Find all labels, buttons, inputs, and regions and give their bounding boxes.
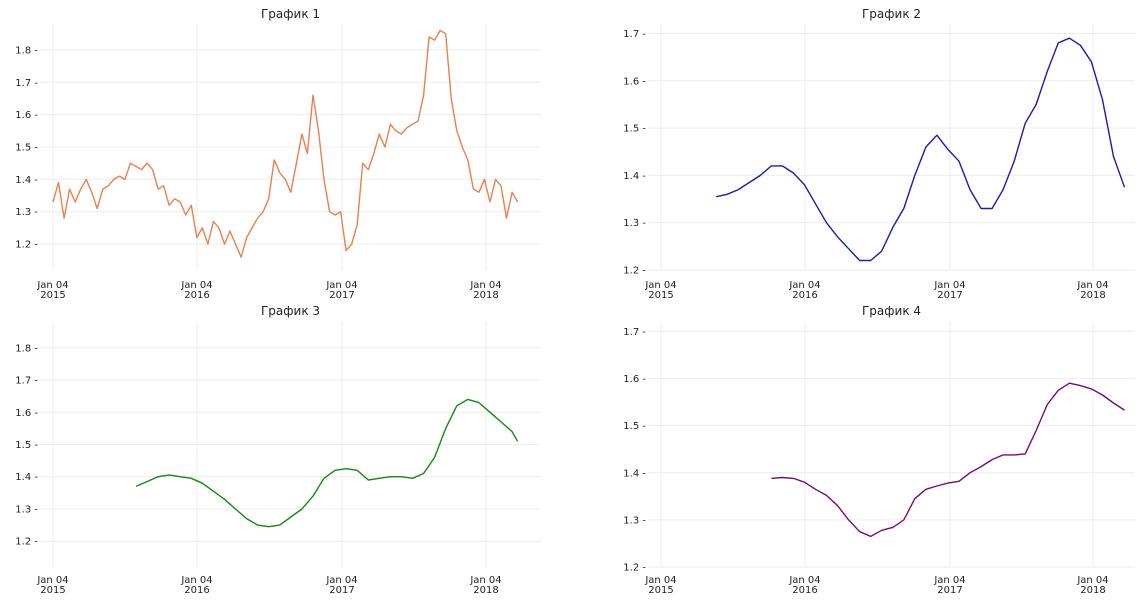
x-tick-label: 2016 <box>184 290 209 301</box>
series-line <box>716 37 1126 262</box>
x-tick-label: Jan 04 <box>1076 280 1108 291</box>
chart-panel-4: График 4 1.2 - 1.3 - 1.4 - 1.5 - 1.6 - 1.7 - Ja… <box>623 304 1135 596</box>
series-line <box>771 382 1125 538</box>
y-tick-label: 1.4 - <box>15 175 38 186</box>
y-tick-label: 1.6 - <box>623 76 646 87</box>
x-tick-label: 2017 <box>937 290 962 301</box>
x-tick-label: 2018 <box>473 585 498 596</box>
chart-panel-1: График 1 1.2 - 1.3 - 1.4 - 1.5 - 1.6 - 1.7 - 1.… <box>15 7 541 301</box>
y-tick-label: 1.5 - <box>15 143 38 154</box>
x-tick-label: Jan 04 <box>788 575 820 586</box>
y-tick-label: 1.7 - <box>623 327 646 338</box>
y-tick-label: 1.6 - <box>623 374 646 385</box>
chart-title: График 1 <box>261 7 320 21</box>
chart-panel-3: График 3 1.2 - 1.3 - 1.4 - 1.5 - 1.6 - 1.7 - 1.… <box>15 304 541 596</box>
y-tick-label: 1.2 - <box>15 537 38 548</box>
x-tick-label: 2017 <box>329 585 354 596</box>
y-tick-label: 1.5 - <box>15 440 38 451</box>
x-tick-label: Jan 04 <box>933 280 965 291</box>
chart-panel-2: График 2 1.2 - 1.3 - 1.4 - 1.5 - 1.6 - 1.7 - Ja… <box>623 7 1135 301</box>
y-tick-label: 1.5 - <box>623 124 646 135</box>
y-tick-label: 1.3 - <box>623 218 646 229</box>
x-tick-label: 2016 <box>792 585 817 596</box>
x-tick-label: 2016 <box>792 290 817 301</box>
y-tick-label: 1.8 - <box>15 343 38 354</box>
y-tick-label: 1.3 - <box>15 504 38 515</box>
series-line <box>135 398 519 528</box>
y-tick-label: 1.8 - <box>15 45 38 56</box>
x-tick-label: 2015 <box>40 585 65 596</box>
y-tick-label: 1.2 - <box>623 563 646 574</box>
y-tick-label: 1.3 - <box>623 515 646 526</box>
x-tick-label: Jan 04 <box>1076 575 1108 586</box>
x-tick-label: 2015 <box>40 290 65 301</box>
x-tick-label: Jan 04 <box>36 280 68 291</box>
x-tick-label: Jan 04 <box>933 575 965 586</box>
x-tick-label: 2018 <box>1080 585 1105 596</box>
x-tick-label: 2018 <box>473 290 498 301</box>
series-line <box>52 29 519 258</box>
x-tick-label: Jan 04 <box>644 280 676 291</box>
y-tick-label: 1.6 - <box>15 110 38 121</box>
x-tick-label: 2017 <box>329 290 354 301</box>
x-tick-label: Jan 04 <box>644 575 676 586</box>
x-tick-label: Jan 04 <box>788 280 820 291</box>
x-tick-label: Jan 04 <box>180 280 212 291</box>
x-tick-label: Jan 04 <box>469 280 501 291</box>
chart-title: График 2 <box>862 7 921 21</box>
x-tick-label: 2017 <box>937 585 962 596</box>
x-tick-label: 2016 <box>184 585 209 596</box>
y-tick-label: 1.6 - <box>15 408 38 419</box>
y-tick-label: 1.5 - <box>623 421 646 432</box>
y-tick-label: 1.7 - <box>15 376 38 387</box>
y-tick-label: 1.4 - <box>623 468 646 479</box>
y-tick-label: 1.2 - <box>15 240 38 251</box>
y-tick-label: 1.7 - <box>623 29 646 40</box>
y-tick-label: 1.3 - <box>15 207 38 218</box>
x-tick-label: 2015 <box>648 585 673 596</box>
chart-title: График 4 <box>862 304 921 318</box>
x-tick-label: Jan 04 <box>325 280 357 291</box>
chart-title: График 3 <box>261 304 320 318</box>
x-tick-label: 2015 <box>648 290 673 301</box>
x-tick-label: Jan 04 <box>36 575 68 586</box>
x-tick-label: Jan 04 <box>469 575 501 586</box>
x-tick-label: Jan 04 <box>180 575 212 586</box>
x-tick-label: 2018 <box>1080 290 1105 301</box>
y-tick-label: 1.4 - <box>623 171 646 182</box>
y-tick-label: 1.7 - <box>15 78 38 89</box>
y-tick-label: 1.2 - <box>623 266 646 277</box>
x-tick-label: Jan 04 <box>325 575 357 586</box>
y-tick-label: 1.4 - <box>15 472 38 483</box>
